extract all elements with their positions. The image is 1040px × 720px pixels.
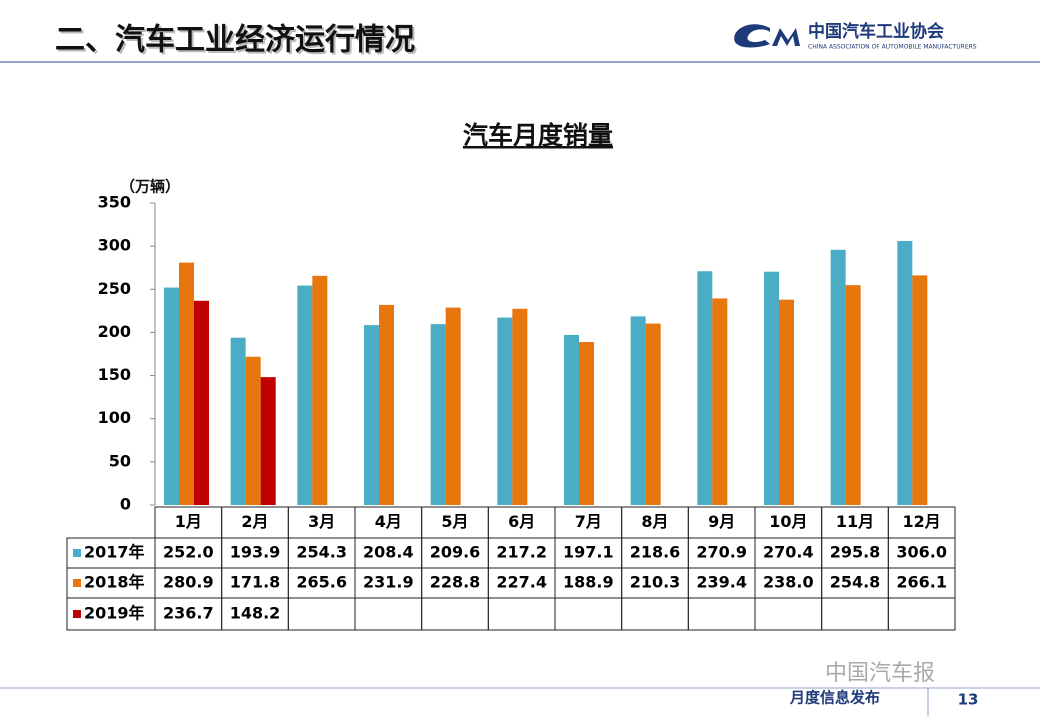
x-tick-label: 11月 [836,512,874,531]
bar [445,307,461,505]
x-tick-label: 4月 [375,512,402,531]
y-tick-label: 50 [109,451,131,470]
x-tick-label: 12月 [903,512,941,531]
bar [830,249,846,505]
x-tick-label: 6月 [508,512,535,531]
bar [312,275,328,505]
x-tick-label: 10月 [769,512,807,531]
table-value: 254.3 [296,543,347,562]
bar [497,317,513,505]
table-value: 265.6 [296,573,347,592]
table-value: 228.8 [430,573,481,592]
y-tick-label: 250 [98,279,131,298]
bar [379,304,394,505]
logo-name: 中国汽车工业协会 [808,21,944,42]
table-value: 217.2 [496,543,547,562]
bar [194,300,209,505]
y-tick-label: 350 [98,193,131,212]
x-tick-label: 2月 [241,512,268,531]
table-value: 270.9 [696,543,747,562]
title-shadow: 二、汽车工业经济运行情况 [57,25,417,60]
table-value: 210.3 [630,573,681,592]
legend-key [73,549,81,557]
watermark: 中国汽车报 [825,661,935,686]
bar [164,287,179,505]
table-value: 197.1 [563,543,614,562]
bar [260,377,276,505]
table-value: 306.0 [896,543,947,562]
bar [645,323,661,505]
table-value: 238.0 [763,573,814,592]
y-tick-label: 100 [98,408,131,427]
footer-section: 月度信息发布 [789,689,880,707]
x-tick-label: 1月 [175,512,202,531]
logo-subtitle: CHINA ASSOCIATION OF AUTOMOBILE MANUFACT… [808,44,977,51]
bar [179,262,194,505]
legend-label: 2019年 [84,604,145,623]
x-tick-label: 9月 [708,512,735,531]
bar [912,275,928,505]
bar [897,240,913,506]
slide-title: 二、汽车工业经济运行情况 [55,23,415,58]
y-tick-label: 0 [120,495,131,514]
table-value: 188.9 [563,573,614,592]
y-tick-label: 150 [98,365,131,384]
table-value: 209.6 [430,543,481,562]
table-value: 218.6 [630,543,681,562]
legend-key [73,610,81,618]
table-value: 280.9 [163,573,214,592]
page-number: 13 [958,691,979,709]
bar [764,271,779,505]
table-value: 252.0 [163,543,214,562]
y-tick-label: 300 [98,236,131,255]
table-value: 236.7 [163,604,214,623]
table-value: 239.4 [696,573,747,592]
logo-mark [734,24,800,48]
y-axis-label: （万辆） [120,178,180,196]
bar [630,316,646,505]
table-value: 270.4 [763,543,814,562]
x-tick-label: 8月 [641,512,668,531]
table-value: 254.8 [830,573,881,592]
bar [245,356,261,505]
table-value: 171.8 [230,573,281,592]
bar [697,271,713,505]
bar [712,298,728,505]
legend-label: 2017年 [84,543,145,562]
legend-label: 2018年 [84,573,145,592]
bar [779,299,794,505]
table-value: 193.9 [230,543,281,562]
table-value: 208.4 [363,543,414,562]
bar [564,334,579,505]
chart-title: 汽车月度销量 [463,121,613,150]
bar [430,324,446,505]
bar [364,325,379,505]
bar [512,308,528,505]
table-value: 266.1 [896,573,947,592]
bar [230,337,246,505]
bar [579,342,594,505]
table-value: 227.4 [496,573,547,592]
table-value: 295.8 [830,543,881,562]
table-cell [887,597,956,631]
table-value: 148.2 [230,604,281,623]
x-tick-label: 3月 [308,512,335,531]
y-tick-label: 200 [98,322,131,341]
bar [845,285,861,505]
x-tick-label: 7月 [575,512,602,531]
bar [297,285,313,505]
legend-key [73,579,81,587]
x-tick-label: 5月 [441,512,468,531]
table-value: 231.9 [363,573,414,592]
